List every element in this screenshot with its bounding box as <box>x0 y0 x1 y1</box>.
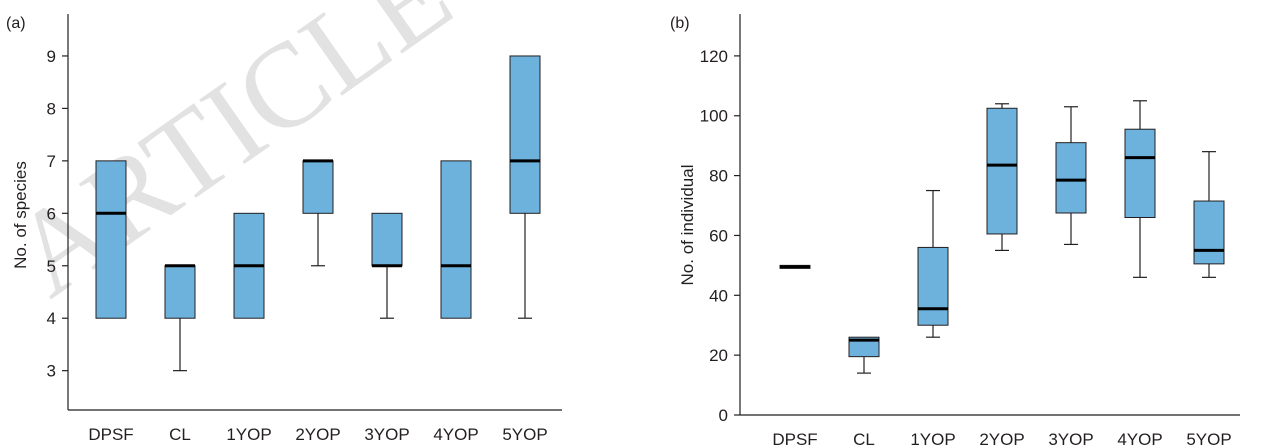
y-tick-label: 120 <box>700 47 728 66</box>
box-body <box>95 160 127 319</box>
box-1YOP <box>917 189 949 338</box>
y-tick-label: 20 <box>709 346 728 365</box>
box-body <box>509 55 541 214</box>
box-body <box>917 246 949 326</box>
x-tick-label: 4YOP <box>433 425 478 444</box>
box-body <box>371 212 403 267</box>
x-tick-label: 2YOP <box>295 425 340 444</box>
panel-a-marks: 3 4 5 6 7 8 9 DPSF CL 1YOP 2YOP 3YOP 4YOP 5YOP <box>47 14 562 444</box>
panel-a-label: (a) <box>6 15 26 32</box>
box-5YOP <box>1193 151 1225 278</box>
box-3YOP <box>1055 106 1087 246</box>
panel-b-ylabel: No. of individual <box>678 165 697 286</box>
y-tick-label: 80 <box>709 167 728 186</box>
y-tick-label: 40 <box>709 286 728 305</box>
box-4YOP <box>1124 100 1156 278</box>
box-1YOP <box>233 212 265 319</box>
box-body <box>1055 142 1087 214</box>
box-body <box>164 265 196 319</box>
box-CL <box>848 336 880 374</box>
y-tick-label: 3 <box>47 362 56 381</box>
box-DPSF <box>95 160 127 319</box>
x-tick-label: CL <box>853 430 875 448</box>
panel-b: (b) 0 20 40 60 80 100 120 DPSF CL 1YOP 2YOP 3YOP 4YO… <box>670 14 1240 448</box>
x-tick-label: 2YOP <box>979 430 1024 448</box>
box-5YOP <box>509 55 541 319</box>
y-tick-label: 60 <box>709 226 728 245</box>
box-3YOP <box>371 212 403 319</box>
x-tick-label: 3YOP <box>364 425 409 444</box>
y-tick-label: 6 <box>47 204 56 223</box>
box-2YOP <box>302 159 334 267</box>
x-tick-label: CL <box>169 425 191 444</box>
box-body <box>440 160 472 319</box>
y-tick-label: 7 <box>47 152 56 171</box>
x-tick-label: DPSF <box>88 425 133 444</box>
box-body <box>1193 200 1225 265</box>
y-tick-label: 100 <box>700 107 728 126</box>
box-4YOP <box>440 160 472 319</box>
box-CL <box>164 264 196 372</box>
panel-a-ylabel: No. of species <box>11 161 30 269</box>
x-tick-label: 3YOP <box>1048 430 1093 448</box>
box-body <box>986 107 1018 235</box>
x-tick-label: 1YOP <box>910 430 955 448</box>
panel-b-marks: 0 20 40 60 80 100 120 DPSF CL 1YOP 2YOP 3YOP 4YOP 5YO… <box>700 14 1240 448</box>
y-tick-label: 4 <box>47 309 56 328</box>
panel-a: (a) 3 4 5 6 7 8 9 DPSF CL 1YOP 2YOP 3YOP 4YOP 5YOP No… <box>6 14 562 444</box>
x-tick-label: 4YOP <box>1117 430 1162 448</box>
box-2YOP <box>986 103 1018 252</box>
box-body <box>848 336 880 358</box>
y-tick-label: 0 <box>719 406 728 425</box>
y-tick-label: 5 <box>47 257 56 276</box>
x-tick-label: 1YOP <box>226 425 271 444</box>
x-tick-label: 5YOP <box>502 425 547 444</box>
box-body <box>1124 128 1156 218</box>
y-tick-label: 9 <box>47 47 56 66</box>
x-tick-label: 5YOP <box>1186 430 1231 448</box>
box-DPSF <box>779 264 811 269</box>
x-tick-label: DPSF <box>772 430 817 448</box>
box-body <box>302 160 334 214</box>
panel-b-label: (b) <box>670 15 690 32</box>
y-tick-label: 8 <box>47 99 56 118</box>
